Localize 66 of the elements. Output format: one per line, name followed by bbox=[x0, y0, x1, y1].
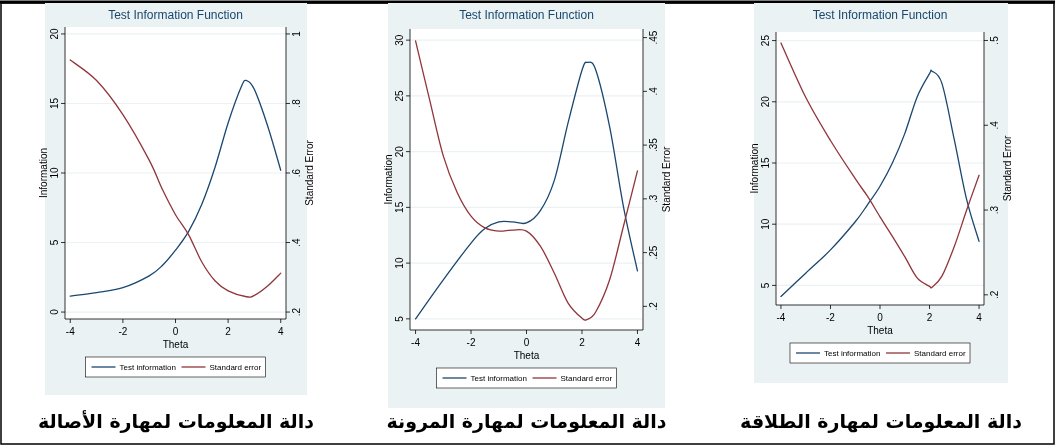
legend-label: Standard error bbox=[209, 363, 262, 372]
y-tick-label: 30 bbox=[394, 34, 405, 46]
y2-axis-title: Standard Error bbox=[304, 139, 315, 206]
y2-tick-label: .35 bbox=[648, 137, 659, 153]
y-tick-label: 15 bbox=[394, 201, 405, 213]
x-tick-label: -2 bbox=[826, 312, 836, 323]
y-tick-label: 15 bbox=[49, 97, 60, 110]
y2-tick-label: .4 bbox=[648, 86, 659, 96]
y-tick-label: 10 bbox=[760, 218, 771, 230]
y2-tick-label: 1 bbox=[291, 30, 302, 37]
legend-label: Test information bbox=[470, 374, 527, 383]
legend-label: Test information bbox=[119, 363, 176, 372]
y-tick-label: 15 bbox=[760, 156, 771, 169]
y2-tick-label: .3 bbox=[989, 205, 1000, 215]
y2-tick-label: .2 bbox=[648, 301, 659, 311]
x-tick-label: -2 bbox=[118, 326, 128, 337]
x-tick-label: 2 bbox=[579, 337, 586, 348]
x-tick-label: 4 bbox=[634, 337, 641, 348]
x-tick-label: -4 bbox=[776, 312, 786, 323]
y-tick-label: 5 bbox=[760, 282, 771, 289]
y2-tick-label: .25 bbox=[648, 245, 659, 260]
x-tick-label: -4 bbox=[65, 326, 76, 337]
legend-label: Standard error bbox=[914, 349, 966, 358]
legend-label: Test information bbox=[824, 349, 881, 358]
y-tick-label: 25 bbox=[760, 34, 771, 47]
x-tick-label: 4 bbox=[277, 326, 284, 337]
x-tick-label: 0 bbox=[172, 326, 179, 337]
y-tick-label: 25 bbox=[394, 89, 405, 102]
x-tick-label: 2 bbox=[225, 326, 232, 337]
y2-axis-title: Standard Error bbox=[661, 146, 672, 213]
y2-tick-label: .4 bbox=[989, 120, 1000, 130]
x-axis-title: Theta bbox=[867, 325, 894, 336]
text: دالة المعلومات لمهارة المرونة bbox=[386, 410, 667, 433]
y2-tick-label: .6 bbox=[291, 168, 302, 178]
y2-axis-title: Standard Error bbox=[1002, 135, 1013, 202]
y-axis-title: Information bbox=[38, 147, 49, 199]
y-tick-label: 20 bbox=[49, 27, 60, 40]
y2-tick-label: .2 bbox=[989, 290, 1000, 299]
x-tick-label: -4 bbox=[411, 337, 421, 348]
y-tick-label: 10 bbox=[394, 257, 405, 269]
legend-label: Standard error bbox=[560, 374, 613, 383]
y2-tick-label: .8 bbox=[291, 98, 302, 108]
x-tick-label: 0 bbox=[523, 337, 530, 348]
chart-title: Test Information Function bbox=[812, 8, 948, 22]
y-tick-label: 20 bbox=[394, 145, 405, 158]
y-tick-label: 5 bbox=[49, 239, 60, 246]
y2-tick-label: .2 bbox=[291, 307, 302, 317]
y-tick-label: 10 bbox=[49, 167, 60, 179]
x-axis-title: Theta bbox=[162, 339, 189, 350]
text: دالة المعلومات لمهارة الأصالة bbox=[37, 410, 315, 433]
y-axis-title: Information bbox=[383, 154, 394, 205]
x-tick-label: 2 bbox=[926, 312, 933, 323]
chart-title: Test Information Function bbox=[459, 8, 594, 22]
text: دالة المعلومات لمهارة الطلاقة bbox=[740, 410, 1023, 433]
y-axis-title: Information bbox=[749, 143, 760, 194]
x-axis-title: Theta bbox=[513, 350, 540, 361]
x-tick-label: 0 bbox=[877, 312, 884, 323]
x-tick-label: 4 bbox=[976, 312, 983, 323]
y2-tick-label: .4 bbox=[291, 237, 302, 247]
y-tick-label: 5 bbox=[394, 315, 405, 322]
x-tick-label: -2 bbox=[466, 337, 476, 348]
y2-tick-label: .3 bbox=[648, 194, 659, 204]
y-tick-label: 20 bbox=[760, 95, 771, 108]
chart-title: Test Information Function bbox=[108, 8, 243, 22]
y2-tick-label: .5 bbox=[989, 35, 1000, 45]
y2-tick-label: .45 bbox=[648, 30, 659, 45]
